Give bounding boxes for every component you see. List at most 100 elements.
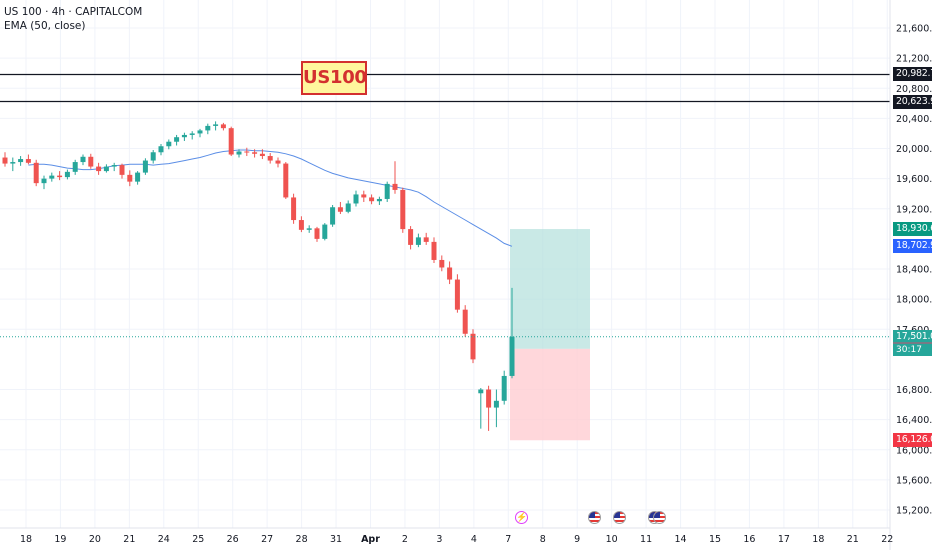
- candle-body: [275, 160, 281, 164]
- candle-body: [2, 157, 8, 164]
- price-tick-label: 18,400.0: [896, 265, 932, 276]
- candle-body: [49, 175, 55, 179]
- time-tick-label: 25: [192, 534, 204, 545]
- candle-body: [454, 279, 460, 310]
- candle-body: [369, 197, 375, 202]
- candle-body: [158, 146, 164, 153]
- candle-body: [96, 166, 102, 172]
- time-tick-label: 31: [330, 534, 342, 545]
- price-tick-label: 21,600.0: [896, 24, 932, 35]
- candle-body: [291, 197, 297, 221]
- candle-body: [486, 389, 492, 408]
- bar-countdown: 30:17: [893, 343, 932, 356]
- candle-body: [80, 156, 86, 163]
- candle-body: [142, 160, 148, 173]
- time-tick-label: 15: [709, 534, 721, 545]
- price-tick-label: 19,600.0: [896, 174, 932, 185]
- candle-body: [205, 125, 211, 131]
- candle-body: [181, 134, 187, 138]
- candle-body: [415, 237, 421, 245]
- time-tick-label: 22: [881, 534, 893, 545]
- us-flag-event-icon[interactable]: [653, 511, 666, 524]
- price-tick-label: 16,400.0: [896, 415, 932, 426]
- ema-line: [28, 149, 513, 247]
- price-badge: 16,126.0: [893, 433, 932, 448]
- us-flag-event-icon[interactable]: [588, 511, 601, 524]
- candle-body: [447, 267, 453, 280]
- candle-body: [392, 183, 398, 190]
- candle-body: [135, 172, 141, 182]
- candle-body: [25, 159, 31, 163]
- candle-body: [361, 194, 367, 198]
- price-tick-label: 15,600.0: [896, 475, 932, 486]
- candle-body: [384, 183, 390, 199]
- candle-body: [166, 141, 172, 147]
- candle-body: [244, 151, 250, 153]
- candle-body: [236, 151, 242, 155]
- price-tick-label: 16,800.0: [896, 385, 932, 396]
- candle-body: [376, 198, 382, 202]
- candle-body: [462, 309, 468, 334]
- candle-body: [298, 220, 304, 230]
- price-tick-label: 16,000.0: [896, 445, 932, 456]
- time-tick-label: 7: [505, 534, 511, 545]
- time-tick-label: 17: [778, 534, 790, 545]
- candle-body: [431, 241, 437, 260]
- us-flag-event-icon[interactable]: [613, 511, 626, 524]
- time-tick-label: Apr: [361, 534, 380, 545]
- candle-body: [228, 128, 234, 155]
- candle-body: [423, 237, 429, 242]
- long-position-tool: [510, 229, 590, 441]
- time-tick-label: 24: [158, 534, 170, 545]
- candle-body: [103, 166, 109, 172]
- candle-body: [439, 259, 445, 268]
- time-tick-label: 19: [54, 534, 66, 545]
- loss-zone: [510, 348, 590, 441]
- time-tick-label: 18: [20, 534, 32, 545]
- candle-body: [111, 165, 117, 167]
- candle-body: [322, 224, 328, 239]
- price-tick-label: 18,000.0: [896, 295, 932, 306]
- flash-event-icon[interactable]: ⚡: [515, 511, 528, 524]
- candle-body: [330, 207, 336, 225]
- candle-body: [478, 389, 484, 394]
- candle-body: [470, 333, 476, 360]
- candle-body: [33, 162, 39, 184]
- candle-body: [501, 375, 507, 401]
- candle-body: [41, 178, 47, 184]
- candle-body: [57, 175, 63, 178]
- candle-body: [345, 203, 351, 212]
- candle-body: [18, 159, 24, 163]
- candle-body: [64, 171, 70, 178]
- candles: [2, 121, 515, 431]
- time-tick-label: 10: [606, 534, 618, 545]
- candle-body: [337, 207, 343, 212]
- time-tick-label: 21: [123, 534, 135, 545]
- candle-body: [252, 152, 258, 154]
- candle-body: [493, 400, 499, 408]
- time-tick-label: 14: [675, 534, 687, 545]
- price-badge: 20,623.9: [893, 94, 932, 109]
- symbol-legend[interactable]: US 100 · 4h · CAPITALCOM: [4, 6, 143, 18]
- candle-body: [267, 156, 273, 161]
- candle-body: [197, 130, 203, 134]
- price-badge: 17,501.0: [893, 329, 932, 344]
- candle-body: [509, 336, 515, 376]
- chart-grid: [0, 0, 890, 528]
- indicator-legend[interactable]: EMA (50, close): [4, 20, 86, 32]
- candle-body: [150, 152, 156, 161]
- candle-body: [127, 174, 133, 182]
- time-tick-label: 26: [227, 534, 239, 545]
- time-tick-label: 8: [540, 534, 546, 545]
- candle-body: [283, 163, 289, 198]
- time-axis: 18 19 20 21 24 25 26 27 28 31 Apr 2 3 4 7 8 9 10 11 14 15 16 1…: [20, 534, 893, 545]
- price-badge: 18,930.6: [893, 222, 932, 237]
- symbol-annotation[interactable]: US100: [301, 61, 367, 95]
- price-tick-label: 19,200.0: [896, 204, 932, 215]
- price-tick-label: 21,200.0: [896, 54, 932, 65]
- time-tick-label: 11: [640, 534, 652, 545]
- candle-body: [10, 162, 16, 164]
- candle-body: [213, 124, 219, 126]
- candle-body: [174, 137, 180, 142]
